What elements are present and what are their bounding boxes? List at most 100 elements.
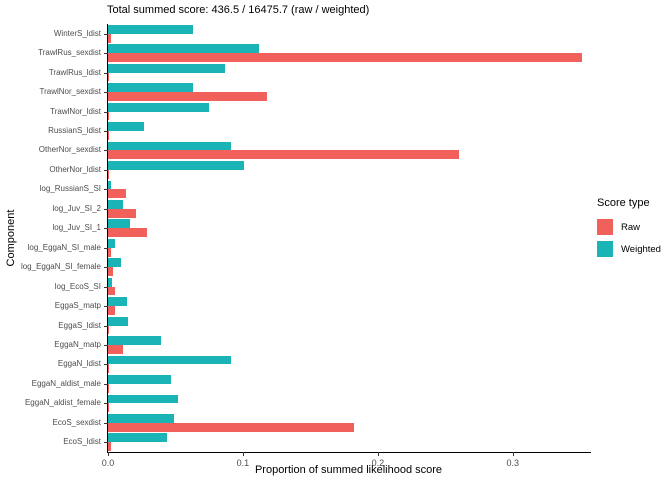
category-label: TrawlRus_sexdist (38, 48, 101, 58)
category-label: EggaS_matp (54, 301, 101, 311)
x-axis-tick (377, 452, 379, 456)
y-axis-tick (104, 150, 108, 152)
bar-raw (108, 228, 148, 238)
bar-raw (108, 403, 110, 413)
y-axis-tick (104, 247, 108, 249)
category-label: log_EggaN_SI_male (27, 242, 101, 252)
legend-entry-weighted: Weighted (597, 241, 661, 257)
bar-raw (108, 345, 123, 354)
legend-label: Raw (621, 221, 641, 233)
category-label: log_EcoS_SI (54, 281, 101, 291)
legend-entry-raw: Raw (597, 219, 661, 235)
bar-raw (108, 33, 111, 43)
legend-entries: Raw Weighted (597, 219, 661, 257)
category-label: EggaN_ldist (57, 359, 101, 369)
bar-weighted (108, 258, 122, 268)
bar-weighted (108, 44, 260, 54)
y-axis-tick (104, 33, 108, 35)
y-axis-tick (104, 189, 108, 191)
bar-weighted (108, 277, 113, 287)
category-label: RussianS_ldist (48, 126, 101, 135)
plot-panel: WinterS_ldist TrawlRus_sexdist TrawlRus_ld… (21, 24, 591, 468)
y-axis-tick (104, 53, 108, 55)
bar-raw (108, 325, 110, 335)
y-axis-tick (104, 169, 108, 171)
y-axis-tick (104, 111, 108, 113)
category-label: EggaN_matp (54, 340, 101, 349)
legend: Score type Raw Weighted (597, 197, 661, 263)
y-axis-tick (104, 403, 108, 405)
category-label: TrawlRus_ldist (48, 67, 101, 77)
bar-raw (108, 189, 126, 199)
x-axis-tick (512, 452, 514, 456)
bar-raw (108, 72, 110, 82)
x-axis-title: Proportion of summed likelihood score (254, 464, 443, 476)
y-axis-tick (104, 228, 108, 230)
chart-title: Total summed score: 436.5 / 16475.7 (raw… (107, 4, 370, 16)
category-label: EcoS_ldist (63, 437, 101, 447)
category-label: log_Juv_SI_2 (52, 203, 101, 213)
x-axis-tick-label: 0.3 (506, 458, 519, 468)
y-axis-tick (104, 306, 108, 308)
bar-weighted (108, 394, 179, 404)
y-axis-tick (104, 92, 108, 94)
legend-label: Weighted (621, 243, 661, 255)
y-axis-tick (104, 131, 108, 132)
bar-raw (108, 92, 268, 101)
bar-weighted (108, 414, 175, 423)
y-axis-tick (104, 72, 108, 74)
legend-swatch-weighted (597, 241, 613, 257)
bar-weighted (108, 122, 145, 131)
bar-weighted (108, 433, 168, 443)
y-axis-tick (104, 286, 108, 288)
category-label: EggaN_aldist_female (24, 398, 101, 408)
bar-weighted (108, 355, 231, 365)
category-label: EggaN_aldist_male (31, 378, 101, 388)
category-label: EggaS_ldist (58, 320, 101, 330)
y-axis-tick (104, 325, 108, 327)
category-label: log_EggaN_SI_female (20, 262, 101, 272)
bar-raw (108, 53, 582, 62)
legend-title: Score type (597, 197, 650, 209)
category-label: TrawlNor_ldist (50, 106, 101, 116)
y-axis-tick (104, 267, 108, 269)
category-label: log_Juv_SI_1 (52, 223, 101, 233)
bar-weighted (108, 63, 226, 73)
bar-weighted (108, 336, 161, 345)
bar-weighted (108, 297, 127, 307)
category-label: TrawlNor_sexdist (39, 87, 102, 97)
legend-swatch-raw (597, 219, 613, 235)
category-label: log_RussianS_SI (39, 184, 101, 194)
bar-raw (108, 267, 114, 276)
bar-raw (108, 111, 110, 121)
category-label: EcoS_sexdist (52, 417, 101, 427)
bar-raw (108, 208, 137, 218)
x-axis-tick-label: 0.0 (101, 458, 115, 468)
x-axis-tick-label: 0.2 (371, 458, 385, 468)
bar-weighted (108, 24, 193, 34)
x-axis-tick-label: 0.1 (236, 458, 250, 468)
y-axis-tick (104, 364, 108, 366)
bar-raw (108, 383, 110, 393)
bar-weighted (108, 180, 111, 190)
bar-raw (108, 422, 354, 432)
bar-weighted (108, 316, 129, 326)
bar-raw (108, 169, 110, 179)
category-label: WinterS_ldist (53, 28, 101, 38)
x-axis-tick (242, 452, 244, 456)
bar-weighted (108, 200, 123, 209)
category-label: OtherNor_ldist (49, 164, 101, 174)
bar-weighted (108, 141, 231, 151)
bar-raw (108, 131, 110, 140)
y-axis-tick (104, 442, 108, 444)
bar-raw (108, 286, 115, 296)
bar-raw (108, 150, 459, 160)
y-axis-tick (104, 422, 108, 424)
bar-raw (108, 442, 111, 452)
bar-weighted (108, 219, 130, 229)
category-label: OtherNor_sexdist (38, 145, 101, 155)
bar-weighted (108, 375, 172, 384)
bar-weighted (108, 83, 193, 93)
y-axis-tick (104, 208, 108, 210)
